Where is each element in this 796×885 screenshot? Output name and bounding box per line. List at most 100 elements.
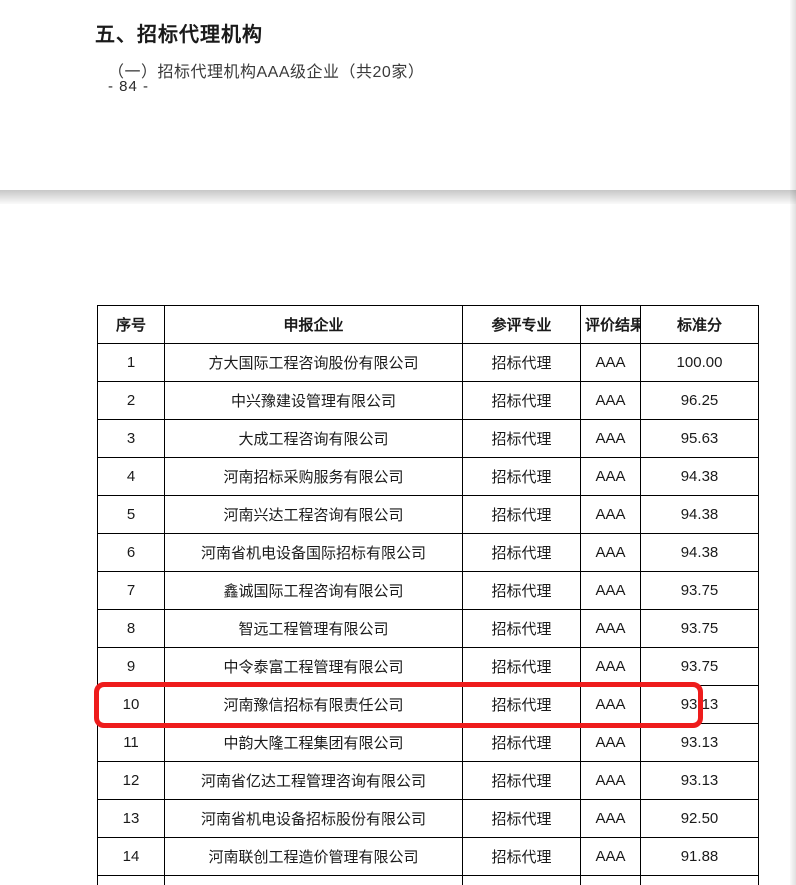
cell-company-name: 河南兴达工程咨询有限公司 bbox=[165, 496, 463, 534]
sub-title: （一）招标代理机构AAA级企业（共20家） bbox=[108, 58, 424, 82]
cell-result: AAA bbox=[581, 800, 641, 838]
cell-specialty: 招标代理 bbox=[463, 686, 581, 724]
table-row: 9 中令泰富工程管理有限公司 招标代理 AAA 93.75 bbox=[98, 648, 759, 686]
highlight-box bbox=[98, 686, 165, 724]
cell-specialty: 招标代理 bbox=[463, 724, 581, 762]
cell-standard-score: 94.38 bbox=[641, 496, 759, 534]
table-row: 3 大成工程咨询有限公司 招标代理 AAA 95.63 bbox=[98, 420, 759, 458]
col-header-name: 申报企业 bbox=[165, 306, 463, 344]
table-row: 4 河南招标采购服务有限公司 招标代理 AAA 94.38 bbox=[98, 458, 759, 496]
col-header-no: 序号 bbox=[98, 306, 165, 344]
cell-result: AAA bbox=[581, 648, 641, 686]
cell-result: AAA bbox=[581, 838, 641, 876]
cell-result: AAA bbox=[581, 534, 641, 572]
cell-sequence-no: 3 bbox=[98, 420, 165, 458]
cell-standard-score: 95.63 bbox=[641, 420, 759, 458]
cell-standard-score: 96.25 bbox=[641, 382, 759, 420]
cell-specialty: 招标代理 bbox=[463, 344, 581, 382]
section-title: 五、招标代理机构 bbox=[95, 18, 263, 47]
cell-sequence-no: 12 bbox=[98, 762, 165, 800]
table-row: 1 方大国际工程咨询股份有限公司 招标代理 AAA 100.00 bbox=[98, 344, 759, 382]
cell-sequence-no: 11 bbox=[98, 724, 165, 762]
cell-specialty: 招标代理 bbox=[463, 382, 581, 420]
cell-result: AAA bbox=[581, 382, 641, 420]
table-row: 11 中韵大隆工程集团有限公司 招标代理 AAA 93.13 bbox=[98, 724, 759, 762]
cell-standard-score: 93.13 bbox=[641, 724, 759, 762]
table-row: 10 河南豫信招标有限责任公司 招标代理 AAA 93.13 bbox=[98, 686, 759, 724]
cell-specialty: 招标代理 bbox=[463, 838, 581, 876]
cell-result: AAA bbox=[581, 686, 641, 724]
cell-result: AAA bbox=[581, 610, 641, 648]
table-header-row: 序号 申报企业 参评专业 评价结果 标准分 bbox=[98, 306, 759, 344]
cell-specialty: 招标代理 bbox=[463, 762, 581, 800]
cell-specialty: 招标代理 bbox=[463, 534, 581, 572]
cell-result: AAA bbox=[581, 724, 641, 762]
cell-standard-score: 93.13 bbox=[641, 762, 759, 800]
cell-result: AAA bbox=[581, 458, 641, 496]
cell-sequence-no: 6 bbox=[98, 534, 165, 572]
cell-company-name: 河南豫信招标有限责任公司 bbox=[165, 686, 463, 724]
cell-standard-score: 100.00 bbox=[641, 344, 759, 382]
cell-specialty: 招标代理 bbox=[463, 420, 581, 458]
table-row: 15河南省伟信招标管理咨询有限公司招标代理AAA91.88 bbox=[98, 876, 759, 885]
cell-result: AAA bbox=[581, 762, 641, 800]
cell-standard-score: 91.88 bbox=[641, 876, 759, 885]
cell-company-name: 河南省亿达工程管理咨询有限公司 bbox=[165, 762, 463, 800]
cell-company-name: 智远工程管理有限公司 bbox=[165, 610, 463, 648]
cell-company-name: 中韵大隆工程集团有限公司 bbox=[165, 724, 463, 762]
cell-sequence-no: 9 bbox=[98, 648, 165, 686]
cell-sequence-no: 4 bbox=[98, 458, 165, 496]
cell-result: AAA bbox=[581, 876, 641, 885]
cell-sequence-no: 13 bbox=[98, 800, 165, 838]
cell-standard-score: 93.13 bbox=[641, 686, 759, 724]
cell-specialty: 招标代理 bbox=[463, 610, 581, 648]
cell-sequence-no: 1 bbox=[98, 344, 165, 382]
cell-sequence-no: 7 bbox=[98, 572, 165, 610]
cell-specialty: 招标代理 bbox=[463, 648, 581, 686]
cell-sequence-no: 5 bbox=[98, 496, 165, 534]
page-number-label: - 84 - bbox=[108, 78, 149, 95]
cell-specialty: 招标代理 bbox=[463, 458, 581, 496]
cell-standard-score: 93.75 bbox=[641, 648, 759, 686]
cell-company-name: 河南省机电设备国际招标有限公司 bbox=[165, 534, 463, 572]
table-row: 7 鑫诚国际工程咨询有限公司 招标代理 AAA 93.75 bbox=[98, 572, 759, 610]
cell-result: AAA bbox=[581, 496, 641, 534]
cell-company-name: 中兴豫建设管理有限公司 bbox=[165, 382, 463, 420]
table-body: 1 方大国际工程咨询股份有限公司 招标代理 AAA 100.00 2 中兴豫建设管理有限公司… bbox=[98, 344, 759, 885]
cell-standard-score: 93.75 bbox=[641, 572, 759, 610]
cell-sequence-no: 8 bbox=[98, 610, 165, 648]
table-row: 6 河南省机电设备国际招标有限公司 招标代理 AAA 94.38 bbox=[98, 534, 759, 572]
cell-company-name: 大成工程咨询有限公司 bbox=[165, 420, 463, 458]
col-header-spec: 参评专业 bbox=[463, 306, 581, 344]
cell-specialty: 招标代理 bbox=[463, 876, 581, 885]
cell-result: AAA bbox=[581, 420, 641, 458]
col-header-result: 评价结果 bbox=[581, 306, 641, 344]
cell-specialty: 招标代理 bbox=[463, 800, 581, 838]
table-row: 8 智远工程管理有限公司 招标代理 AAA 93.75 bbox=[98, 610, 759, 648]
table-row: 2 中兴豫建设管理有限公司 招标代理 AAA 96.25 bbox=[98, 382, 759, 420]
cell-standard-score: 92.50 bbox=[641, 800, 759, 838]
cell-standard-score: 91.88 bbox=[641, 838, 759, 876]
cell-sequence-no: 2 bbox=[98, 382, 165, 420]
table-row: 13 河南省机电设备招标股份有限公司 招标代理 AAA 92.50 bbox=[98, 800, 759, 838]
cell-company-name: 河南联创工程造价管理有限公司 bbox=[165, 838, 463, 876]
cell-standard-score: 93.75 bbox=[641, 610, 759, 648]
cell-standard-score: 94.38 bbox=[641, 458, 759, 496]
cell-specialty: 招标代理 bbox=[463, 496, 581, 534]
cell-sequence-no: 14 bbox=[98, 838, 165, 876]
agency-ranking-table: 序号 申报企业 参评专业 评价结果 标准分 1 方大国际工程咨询股份有限公司 招标代… bbox=[97, 305, 759, 885]
table-row: 5 河南兴达工程咨询有限公司 招标代理 AAA 94.38 bbox=[98, 496, 759, 534]
cell-company-name: 河南省伟信招标管理咨询有限公司 bbox=[165, 876, 463, 885]
cell-sequence-no: 15 bbox=[98, 876, 165, 885]
cell-specialty: 招标代理 bbox=[463, 572, 581, 610]
cell-standard-score: 94.38 bbox=[641, 534, 759, 572]
page-break-shadow bbox=[0, 190, 796, 204]
cell-company-name: 河南招标采购服务有限公司 bbox=[165, 458, 463, 496]
data-table-container: 序号 申报企业 参评专业 评价结果 标准分 1 方大国际工程咨询股份有限公司 招标代… bbox=[97, 305, 698, 885]
cell-sequence-no: 10 bbox=[98, 686, 165, 724]
cell-company-name: 中令泰富工程管理有限公司 bbox=[165, 648, 463, 686]
cell-result: AAA bbox=[581, 572, 641, 610]
page-right-edge-shadow bbox=[790, 0, 796, 885]
col-header-score: 标准分 bbox=[641, 306, 759, 344]
table-row: 12 河南省亿达工程管理咨询有限公司 招标代理 AAA 93.13 bbox=[98, 762, 759, 800]
